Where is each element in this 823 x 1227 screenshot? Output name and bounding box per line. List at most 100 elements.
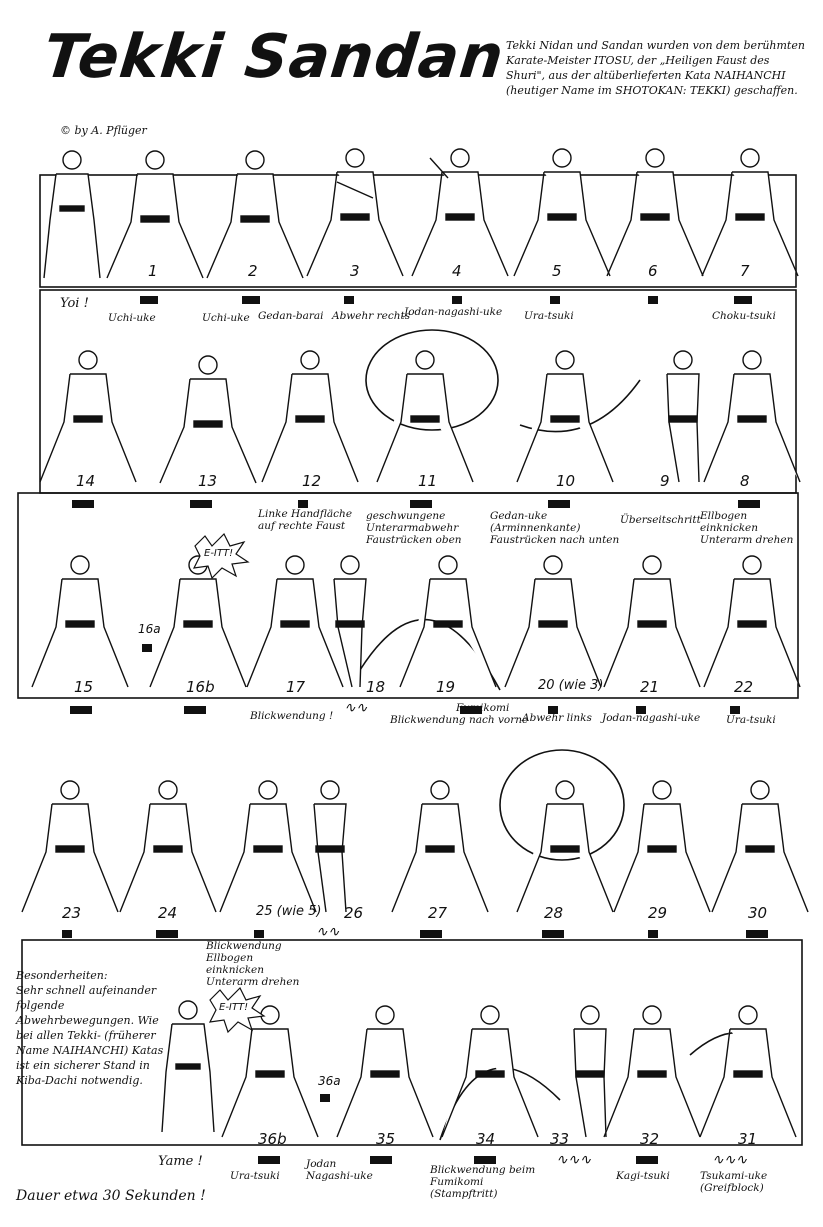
tempo-bar (636, 706, 646, 714)
tempo-bar (474, 1156, 496, 1164)
technique-label: Gedan-uke (Arminnenkante) Faustrücken na… (490, 510, 620, 546)
row-2-figures (39, 350, 801, 484)
step-number: 3 (350, 262, 360, 280)
technique-label: Choku-tsuki (712, 310, 776, 322)
row-5-frame (21, 939, 803, 1146)
step-number: 28 (544, 904, 564, 922)
step-number: 34 (476, 1130, 496, 1148)
step-number: 22 (734, 678, 754, 696)
step-number: 11 (418, 472, 438, 490)
tempo-bar (410, 500, 432, 508)
technique-label: Blickwendung beim Fumikomi (Stampftritt) (430, 1164, 536, 1200)
notes-text: Sehr schnell aufeinander folgende Abwehr… (16, 984, 164, 1087)
step-number: 23 (62, 904, 82, 922)
technique-label: Überseitschritt (620, 514, 701, 526)
technique-label: Uchi-uke (202, 312, 250, 324)
step-number: 13 (198, 472, 218, 490)
step-number: 10 (556, 472, 576, 490)
step-number: 36b (258, 1130, 287, 1148)
technique-label: Tsukami-uke (Greifblock) (700, 1170, 768, 1194)
tempo-bar (190, 500, 212, 508)
technique-label: Ura-tsuki (230, 1170, 280, 1182)
copyright: © by A. Pflüger (60, 124, 147, 137)
technique-label: Linke Handfläche auf rechte Faust (258, 508, 353, 532)
tempo-bar (242, 296, 260, 304)
step-number: 7 (740, 262, 750, 280)
tempo-bar (738, 500, 760, 508)
tempo-bar (460, 706, 482, 714)
step-number: 16b (186, 678, 215, 696)
tempo-bar (746, 930, 768, 938)
step-number: 30 (748, 904, 768, 922)
step-number: 4 (452, 262, 462, 280)
technique-label: geschwungene Unterarmabwehr Faustrücken … (366, 510, 462, 546)
step-number: 35 (376, 1130, 396, 1148)
step-number: 31 (738, 1130, 758, 1148)
tempo-bar (420, 930, 442, 938)
step-number: 24 (158, 904, 178, 922)
step-number: 15 (74, 678, 94, 696)
step-number: 21 (640, 678, 660, 696)
tilde-wave: ∿∿∿ (712, 1152, 748, 1168)
step-number: 17 (286, 678, 306, 696)
tilde-wave: ∿∿∿ (556, 1152, 592, 1168)
tilde-wave: ∿∿ (344, 700, 368, 716)
step-number: 6 (648, 262, 658, 280)
technique-label: Kagi-tsuki (616, 1170, 670, 1182)
tempo-bar (730, 706, 740, 714)
step-number: 1 (148, 262, 158, 280)
step-number: 19 (436, 678, 456, 696)
kiai-label-16b: E-ITT! (204, 548, 234, 559)
tempo-bar (184, 706, 206, 714)
technique-label: Jodan Nagashi-uke (306, 1158, 373, 1182)
tempo-bar (62, 930, 72, 938)
technique-label: Fumikomi (456, 702, 510, 714)
technique-label: Yoi ! (60, 296, 89, 311)
tempo-bar (254, 930, 264, 938)
technique-label: Ura-tsuki (726, 714, 776, 726)
tempo-bar (548, 500, 570, 508)
technique-label: Ellbogen einknicken Unterarm drehen (700, 510, 794, 546)
tempo-bar (636, 1156, 658, 1164)
tempo-bar (734, 296, 752, 304)
step-number: 25 (wie 5) (256, 904, 322, 919)
step-number: 9 (660, 472, 670, 490)
tempo-bar (344, 296, 354, 304)
step-number: 20 (wie 3) (538, 678, 604, 693)
arc-28 (499, 749, 625, 861)
step-number: 29 (648, 904, 668, 922)
tempo-bar (140, 296, 158, 304)
notes-block: Besonderheiten: Sehr schnell aufeinander… (16, 968, 176, 1088)
technique-label: Uchi-uke (108, 312, 156, 324)
step-number: 32 (640, 1130, 660, 1148)
kiai-label-36b: E-ITT! (219, 1002, 249, 1013)
step-number: 8 (740, 472, 750, 490)
step-number: 27 (428, 904, 448, 922)
tempo-bar (648, 930, 658, 938)
tempo-bar (72, 500, 94, 508)
step-number: 5 (552, 262, 562, 280)
step-number: 18 (366, 678, 386, 696)
tempo-bar (156, 930, 178, 938)
kiai-burst-16b (192, 532, 250, 580)
tempo-bar (142, 644, 152, 652)
step-number: 33 (550, 1130, 570, 1148)
row-1-frame (39, 174, 797, 288)
technique-label: Blickwendung nach vorne (390, 714, 529, 726)
tempo-bar (452, 296, 462, 304)
row-5-figures (161, 1000, 797, 1138)
kiai-burst-36b (208, 986, 266, 1034)
notes-heading: Besonderheiten: (16, 969, 108, 982)
tempo-bar (70, 706, 92, 714)
row-4-figures (21, 780, 809, 913)
technique-label: Blickwendung ! (250, 710, 334, 722)
technique-label: Ura-tsuki (524, 310, 574, 322)
step-number: 12 (302, 472, 322, 490)
step-number: 14 (76, 472, 96, 490)
tempo-bar (298, 500, 308, 508)
step-number: 16a (138, 622, 161, 636)
tilde-wave: ∿∿ (316, 924, 340, 940)
step-number: 36a (318, 1074, 341, 1088)
tempo-bar (648, 296, 658, 304)
